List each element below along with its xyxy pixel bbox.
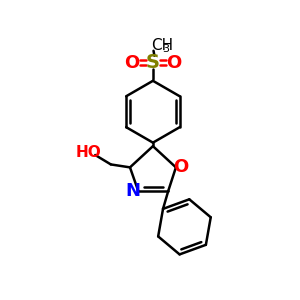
Text: 3: 3 (162, 44, 169, 54)
Text: CH: CH (152, 38, 174, 53)
Text: S: S (146, 53, 160, 72)
Text: N: N (125, 182, 140, 200)
Text: O: O (167, 53, 182, 71)
Text: O: O (174, 158, 189, 176)
Text: HO: HO (76, 146, 102, 160)
Text: O: O (124, 53, 140, 71)
